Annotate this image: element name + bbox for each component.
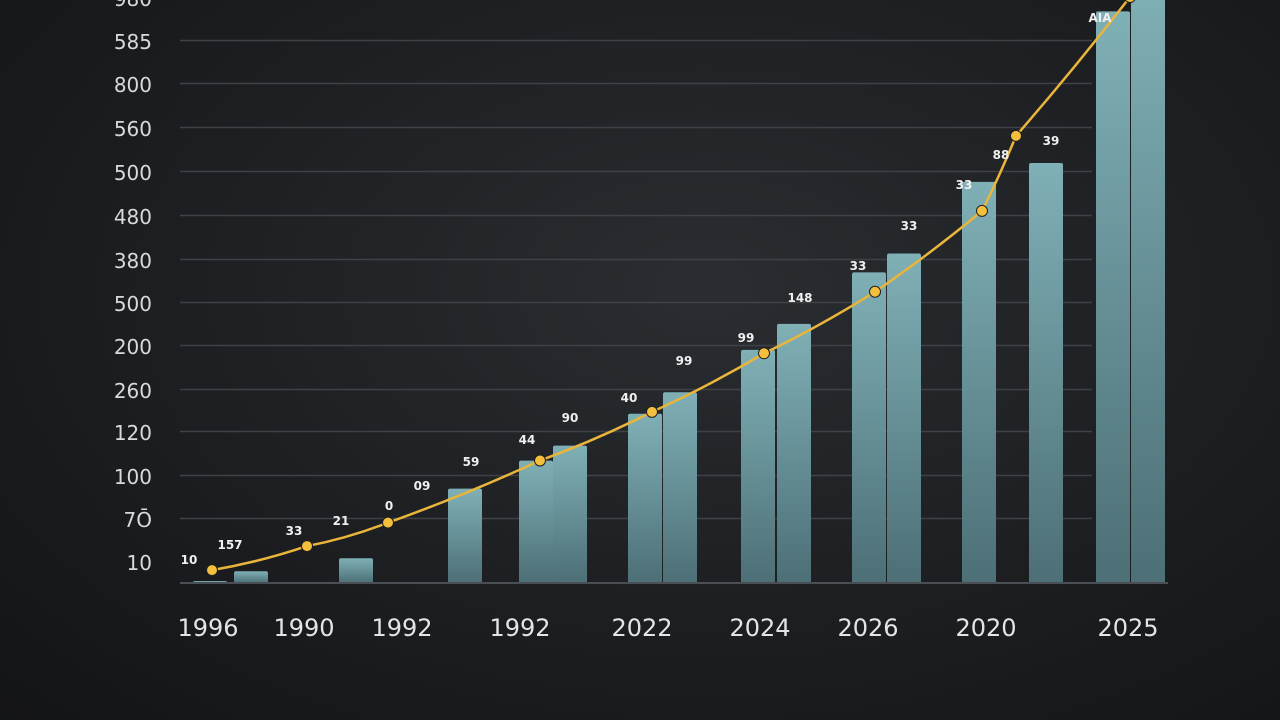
y-tick-label: 200	[114, 335, 152, 359]
trend-point	[869, 285, 881, 298]
bar	[519, 460, 553, 583]
bar	[448, 488, 482, 583]
bar	[1131, 0, 1165, 583]
y-tick-label: 800	[114, 73, 152, 97]
data-label: 33	[286, 524, 303, 538]
data-label: 40	[621, 391, 638, 405]
data-label: 33	[956, 178, 973, 192]
y-tick-label: 480	[114, 205, 152, 229]
x-tick-label: 2020	[955, 614, 1016, 642]
trend-point	[206, 564, 218, 577]
y-tick-label: 380	[114, 249, 152, 273]
trend-point	[382, 516, 394, 529]
data-label: 99	[738, 331, 755, 345]
y-tick-label: 585	[114, 30, 152, 54]
y-tick-label: 120	[114, 421, 152, 445]
bar	[1096, 11, 1130, 583]
bar	[887, 253, 921, 583]
trend-point	[1124, 0, 1136, 3]
grid-lines	[180, 39, 1092, 520]
bar	[339, 558, 373, 583]
y-tick-label: 500	[114, 161, 152, 185]
trend-point	[301, 540, 313, 553]
data-label: 33	[850, 259, 867, 273]
y-axis: 10 7Ō 100 120 260 200 500 380 480 500 560 800 585 980	[114, 0, 152, 575]
data-label: 59	[463, 455, 480, 469]
data-label: 09	[414, 479, 431, 493]
data-label: 0	[385, 499, 393, 513]
bar	[663, 392, 697, 583]
y-tick-label: 7Ō	[124, 508, 152, 532]
y-tick-label: 260	[114, 379, 152, 403]
bar	[234, 571, 268, 583]
trend-point	[1010, 129, 1022, 142]
bar	[777, 323, 811, 583]
y-tick-label: 100	[114, 465, 152, 489]
x-tick-label: 2026	[837, 614, 898, 642]
x-axis: 1996 1990 1992 1992 2022 2024 2026 2020 2025	[177, 614, 1158, 642]
data-label: 88	[993, 148, 1010, 162]
y-tick-label: 500	[114, 292, 152, 316]
trend-point	[646, 405, 658, 418]
data-label: 90	[562, 411, 579, 425]
data-label: 10	[181, 553, 198, 567]
bar	[962, 181, 996, 583]
trend-line	[206, 0, 1136, 577]
x-tick-label: 2024	[729, 614, 790, 642]
data-label: 148	[787, 291, 812, 305]
trend-line-path	[211, 0, 1130, 572]
trend-point	[534, 454, 546, 467]
y-tick-label: 980	[114, 0, 152, 11]
bar	[852, 272, 886, 583]
x-tick-label: 2025	[1097, 614, 1158, 642]
data-label: 99	[676, 354, 693, 368]
x-tick-label: 1990	[273, 614, 334, 642]
bar	[628, 413, 662, 583]
bars	[193, 0, 1165, 584]
bar	[741, 349, 775, 583]
data-label: 21	[333, 514, 350, 528]
data-label: AIA	[1088, 11, 1112, 25]
bar	[553, 445, 587, 583]
y-tick-label: 560	[114, 117, 152, 141]
y-tick-label: 10	[127, 551, 152, 575]
x-tick-label: 1992	[489, 614, 550, 642]
x-tick-label: 1992	[371, 614, 432, 642]
x-tick-label: 1996	[177, 614, 238, 642]
data-label: 157	[217, 538, 242, 552]
data-label: 39	[1043, 134, 1060, 148]
data-label: 44	[519, 433, 536, 447]
bar	[1029, 163, 1063, 584]
data-label: 33	[901, 219, 918, 233]
trend-point	[976, 204, 988, 217]
trend-point	[758, 347, 770, 360]
data-labels: 10 157 33 21 0 09 59 44 90 40 99 99 148 33 33 33 88 39 AIA	[181, 11, 1113, 567]
x-tick-label: 2022	[611, 614, 672, 642]
